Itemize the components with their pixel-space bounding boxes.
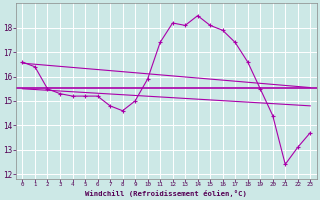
X-axis label: Windchill (Refroidissement éolien,°C): Windchill (Refroidissement éolien,°C) xyxy=(85,190,247,197)
